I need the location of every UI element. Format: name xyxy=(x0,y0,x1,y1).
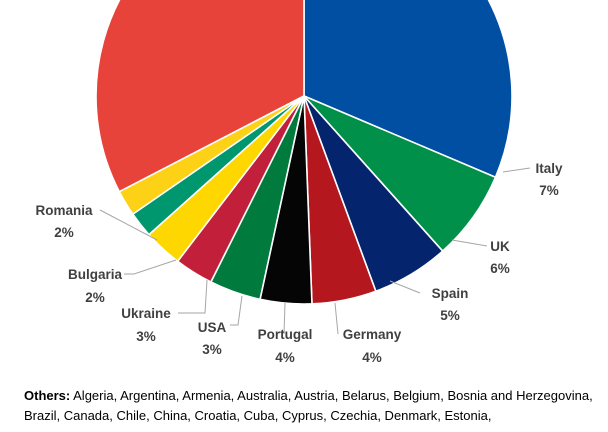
slice-value-bulgaria: 2% xyxy=(85,290,105,305)
slice-label-germany: Germany xyxy=(343,327,402,342)
leader-line-usa xyxy=(230,295,243,326)
slice-value-ukraine: 3% xyxy=(136,329,156,344)
slice-value-germany: 4% xyxy=(362,350,382,365)
slice-label-usa: USA xyxy=(198,320,227,335)
others-list: Algeria, Argentina, Armenia, Australia, … xyxy=(24,388,593,423)
slice-value-usa: 3% xyxy=(202,342,222,357)
slice-label-portugal: Portugal xyxy=(258,327,313,342)
pie-slices xyxy=(95,0,513,305)
slice-label-italy: Italy xyxy=(535,161,563,176)
others-note: Others: Algeria, Argentina, Armenia, Aus… xyxy=(24,386,599,426)
leader-lines xyxy=(99,167,531,335)
pie-slice-romania xyxy=(118,95,305,215)
leader-line-bulgaria xyxy=(124,259,177,275)
slice-value-portugal: 4% xyxy=(275,350,295,365)
slice-value-uk: 6% xyxy=(490,261,510,276)
slice-labels: Italy 7% UK 6% Spain 5% Germany 4% Portugal 4% USA… xyxy=(35,161,563,365)
slice-label-bulgaria: Bulgaria xyxy=(68,267,123,282)
others-heading: Others: xyxy=(24,388,71,403)
slice-label-spain: Spain xyxy=(432,286,469,301)
pie-chart: Italy 7% UK 6% Spain 5% Germany 4% Portugal 4% USA… xyxy=(35,0,563,365)
pie-slice-red-partial xyxy=(95,0,305,193)
leader-line-germany xyxy=(334,302,339,335)
slice-label-ukraine: Ukraine xyxy=(121,306,171,321)
slice-value-italy: 7% xyxy=(539,183,559,198)
leader-line-spain xyxy=(389,280,421,294)
slice-label-uk: UK xyxy=(490,239,510,254)
leader-line-romania xyxy=(99,209,158,241)
pie-slice-blue-partial xyxy=(303,0,513,179)
slice-value-spain: 5% xyxy=(440,308,460,323)
leader-line-uk xyxy=(451,239,488,247)
slice-value-romania: 2% xyxy=(54,225,74,240)
leader-line-portugal xyxy=(283,302,286,335)
leader-line-italy xyxy=(502,167,531,173)
leader-line-ukraine xyxy=(178,279,208,314)
slice-label-romania: Romania xyxy=(35,203,93,218)
